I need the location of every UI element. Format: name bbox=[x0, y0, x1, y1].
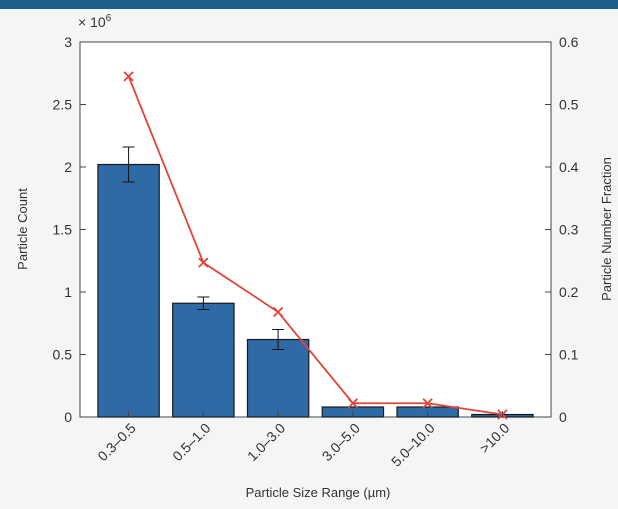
fraction-point-4 bbox=[347, 398, 359, 409]
right-tick-label: 0.3 bbox=[559, 222, 579, 238]
right-axis-ticks: 0 0.1 0.2 0.3 0.4 0.5 0.6 bbox=[545, 34, 579, 425]
right-tick-label: 0.1 bbox=[559, 347, 579, 363]
fraction-point-3 bbox=[272, 306, 284, 318]
right-tick-label: 0.2 bbox=[559, 284, 579, 300]
multiplier-exponent: 6 bbox=[106, 13, 112, 24]
fraction-line-layer bbox=[123, 71, 508, 420]
right-tick-label: 0 bbox=[559, 409, 567, 425]
left-axis-ticks: 0 0.5 1 1.5 2 2.5 3 bbox=[53, 34, 86, 425]
multiplier-base: × 10 bbox=[78, 14, 106, 30]
left-tick-label: 2 bbox=[64, 159, 72, 175]
fraction-point-5 bbox=[422, 398, 433, 409]
right-axis-title: Particle Number Fraction bbox=[599, 157, 614, 301]
bar-2 bbox=[172, 302, 235, 418]
left-tick-label: 0 bbox=[64, 409, 72, 425]
left-tick-label: 1 bbox=[64, 284, 72, 300]
bar-1 bbox=[97, 163, 160, 418]
bar-3 bbox=[246, 338, 310, 418]
fraction-point-2 bbox=[198, 257, 209, 268]
x-axis-title: Particle Size Range (µm) bbox=[246, 485, 391, 500]
bars-layer bbox=[97, 163, 534, 418]
right-tick-label: 0.4 bbox=[559, 159, 579, 175]
left-axis-multiplier: × 106 bbox=[78, 13, 112, 30]
fraction-line bbox=[127, 76, 503, 416]
left-tick-label: 1.5 bbox=[53, 222, 73, 238]
left-tick-label: 3 bbox=[64, 34, 72, 50]
fraction-point-1 bbox=[123, 71, 134, 82]
left-tick-label: 0.5 bbox=[53, 347, 73, 363]
left-axis-title: Particle Count bbox=[15, 188, 30, 270]
error-bars-layer bbox=[122, 146, 285, 350]
top-color-bar bbox=[0, 0, 618, 9]
right-tick-label: 0.6 bbox=[559, 34, 579, 50]
left-tick-label: 2.5 bbox=[53, 97, 73, 113]
right-tick-label: 0.5 bbox=[559, 97, 579, 113]
